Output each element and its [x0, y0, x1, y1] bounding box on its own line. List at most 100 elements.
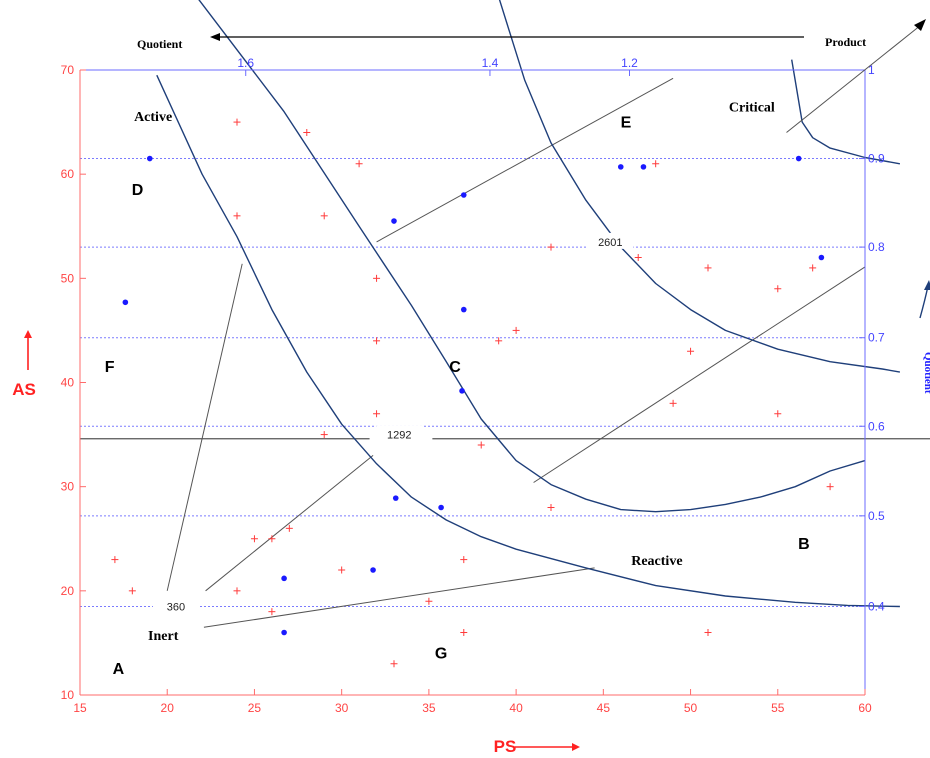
y-tick-label: 40: [61, 376, 75, 390]
product-arrow-head: [914, 19, 926, 31]
ps-isoline-24.5: [156, 74, 900, 608]
quotient-arrow-label: Quotient: [137, 37, 182, 51]
isoline-curves: [156, 0, 901, 608]
data-points: [111, 118, 834, 668]
plus-point: [460, 629, 468, 636]
y-tick-label: 20: [61, 584, 75, 598]
dot-point: [460, 192, 467, 198]
y-tick-label: 60: [61, 167, 75, 181]
plus-point: [704, 629, 712, 636]
contour-label: 2601: [598, 237, 622, 249]
plus-point: [460, 556, 468, 564]
plus-point: [425, 597, 433, 605]
y-axis-label: AS: [12, 380, 36, 399]
annotations: PS AS Quotient Product Quotient 360 1292 2601 A B…: [12, 19, 930, 756]
plus-point: [338, 566, 346, 574]
plus-point: [704, 264, 712, 272]
plus-point: [512, 326, 520, 334]
plus-point: [669, 399, 677, 407]
plus-point: [774, 285, 782, 293]
plus-point: [547, 243, 555, 251]
y-tick-label: 70: [61, 63, 75, 77]
plus-point: [652, 160, 660, 168]
contour-2601-line: [533, 266, 866, 483]
x-tick-label: 15: [73, 701, 87, 715]
contour-label: 360: [167, 601, 185, 613]
contour-360-line: [205, 455, 374, 592]
right-tick-label: 0.8: [868, 240, 885, 254]
x-tick-label: 25: [248, 701, 262, 715]
right-axis-label: Quotient: [922, 352, 930, 394]
plus-point: [355, 160, 363, 168]
top-tick-label: 1.6: [237, 56, 254, 70]
dot-point: [122, 299, 129, 306]
dot-point: [370, 567, 376, 573]
plus-point: [233, 118, 241, 126]
as-arrow-head: [24, 330, 32, 338]
contour-2601-line: [376, 77, 674, 243]
plus-point: [774, 410, 782, 418]
plus-point: [233, 212, 241, 220]
axis-ticks: 15 20 25 30 35 40 45 50 55 60 10 20 30 40 50 60 70 1 0.9 0.…: [61, 56, 885, 715]
plus-point: [477, 441, 485, 449]
contour-label-bg: [587, 232, 634, 249]
top-tick-label: 1.2: [621, 56, 638, 70]
plus-point: [373, 337, 381, 345]
plus-point: [285, 524, 293, 532]
y-tick-label: 10: [61, 688, 75, 702]
x-tick-label: 40: [509, 701, 523, 715]
plus-point: [547, 504, 555, 511]
region-label-B: B: [798, 536, 810, 553]
region-label-C: C: [449, 359, 461, 376]
contour-label: 1292: [387, 430, 411, 442]
right-tick-label: 0.4: [868, 599, 885, 613]
x-tick-label: 60: [858, 701, 872, 715]
quotient-arrow-head: [210, 33, 220, 41]
x-tick-label: 50: [684, 701, 698, 715]
dot-point: [818, 254, 825, 261]
plus-point: [373, 274, 381, 282]
plus-point: [809, 264, 817, 272]
plus-point: [268, 608, 276, 616]
zone-label: Inert: [148, 629, 179, 644]
x-axis-label: PS: [494, 737, 517, 756]
dot-point: [795, 155, 802, 162]
region-label-A: A: [113, 661, 125, 678]
dot-point: [460, 306, 467, 313]
dot-point: [391, 218, 397, 224]
plus-point: [303, 129, 311, 136]
contour-lines: [80, 77, 930, 628]
right-arrow-head: [924, 280, 930, 290]
region-label-D: D: [132, 182, 144, 199]
ps-isoline-38.5: [198, 0, 866, 513]
plus-point: [373, 410, 381, 418]
right-tick-label: 0.9: [868, 152, 885, 166]
plus-point: [268, 535, 276, 543]
y-tick-label: 50: [61, 271, 75, 285]
plus-point: [250, 535, 258, 543]
ps-isoline-56: [791, 59, 901, 165]
x-tick-label: 30: [335, 701, 349, 715]
ps-isoline-46.5: [498, 0, 901, 373]
top-tick-label: 1.4: [482, 56, 499, 70]
right-tick-label: 1: [868, 63, 875, 77]
plus-point: [390, 660, 398, 668]
contour-label-bg: [376, 425, 423, 442]
plus-point: [634, 254, 642, 261]
plus-point: [233, 587, 241, 595]
y-tick-label: 30: [61, 480, 75, 494]
dot-point: [281, 575, 287, 582]
region-label-E: E: [621, 114, 632, 131]
contour-360-line: [203, 567, 595, 628]
x-tick-label: 35: [422, 701, 436, 715]
dot-point: [640, 164, 647, 170]
plus-point: [111, 556, 119, 564]
ps-arrow-head: [572, 743, 580, 751]
right-tick-label: 0.5: [868, 509, 885, 523]
zone-label: Reactive: [631, 554, 682, 569]
right-tick-label: 0.6: [868, 419, 885, 433]
right-tick-label: 0.7: [868, 331, 885, 345]
contour-label-bg: [152, 597, 199, 614]
region-label-G: G: [435, 646, 447, 663]
